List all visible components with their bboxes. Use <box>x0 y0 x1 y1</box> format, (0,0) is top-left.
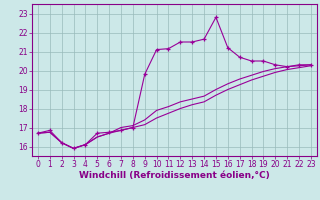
X-axis label: Windchill (Refroidissement éolien,°C): Windchill (Refroidissement éolien,°C) <box>79 171 270 180</box>
